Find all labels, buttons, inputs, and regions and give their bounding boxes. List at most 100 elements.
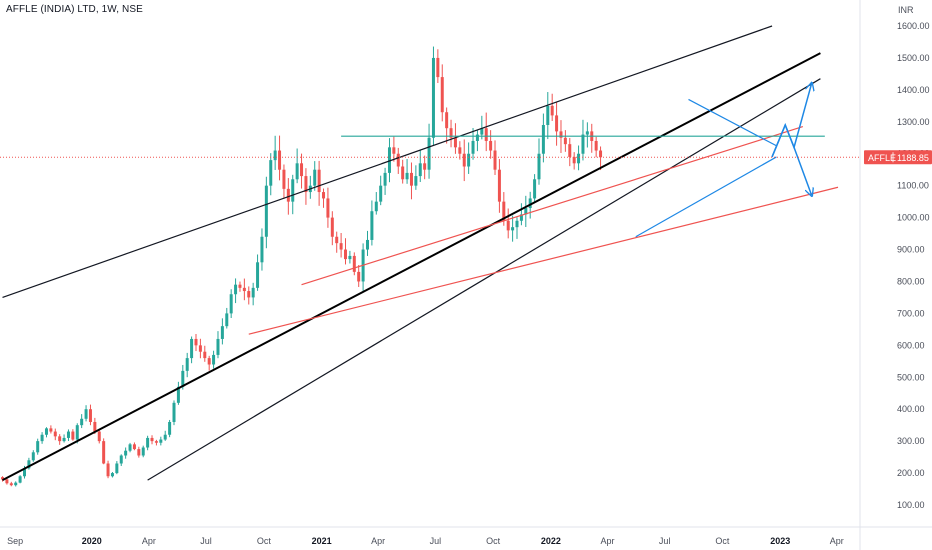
candle-body [502, 201, 506, 221]
candle-body [71, 431, 75, 440]
candle-body [93, 421, 97, 432]
candle-body [225, 313, 229, 327]
candle-body [475, 134, 479, 141]
candle-body [278, 150, 282, 170]
candle-body [427, 137, 431, 170]
candle-body [220, 326, 224, 339]
trend-line-red-support-mid[interactable] [301, 126, 804, 286]
candle-body [260, 236, 264, 263]
candle-body [594, 140, 598, 151]
candle-body [128, 444, 132, 451]
candle-body [533, 179, 537, 199]
candle-body [484, 128, 488, 141]
y-tick-label: 200.00 [897, 468, 925, 478]
x-tick-label: Jul [200, 536, 212, 546]
trend-line-red-support-long[interactable] [248, 186, 839, 335]
candle-body [445, 112, 449, 129]
x-tick-label: Apr [600, 536, 614, 546]
trend-line-wedge-lower[interactable] [635, 156, 777, 238]
candle-body [401, 166, 405, 180]
trend-line-upper-channel[interactable] [2, 25, 773, 298]
currency-label: INR [898, 5, 914, 15]
candle-body [440, 77, 444, 113]
x-tick-label: Oct [715, 536, 730, 546]
last-price-value: 1188.85 [897, 153, 929, 163]
candle-body [471, 140, 475, 154]
candle-body [295, 163, 299, 180]
candle-body [286, 188, 290, 202]
candle-body [190, 338, 194, 359]
candle-body [238, 284, 242, 288]
candle-body [229, 294, 233, 314]
y-tick-label: 1000.00 [897, 213, 930, 223]
candle-body [537, 153, 541, 180]
candle-body [256, 262, 260, 288]
candle-body [203, 351, 207, 359]
candle-body [212, 354, 216, 365]
candle-body [599, 150, 603, 158]
y-tick-label: 600.00 [897, 340, 925, 350]
candle-body [22, 468, 26, 477]
candle-body [313, 169, 317, 186]
candle-body [524, 208, 528, 215]
candle-body [49, 428, 53, 432]
candle-body [493, 150, 497, 170]
candle-body [414, 176, 418, 186]
candle-body [110, 473, 114, 477]
candle-body [546, 105, 550, 125]
last-price-label: AFFLE 1188.85 [864, 150, 932, 165]
candle-body [405, 172, 409, 180]
x-tick-label: Jul [659, 536, 671, 546]
x-tick-label: Apr [371, 536, 385, 546]
candle-body [383, 172, 387, 186]
candle-body [515, 220, 519, 228]
candle-body [541, 124, 545, 154]
candle-body [207, 358, 211, 365]
y-tick-label: 1500.00 [897, 53, 930, 63]
y-tick-label: 300.00 [897, 436, 925, 446]
candle-body [344, 249, 348, 260]
candle-body [216, 338, 220, 355]
candle-body [370, 211, 374, 240]
candle-body [5, 479, 9, 484]
candle-body [581, 134, 585, 154]
candle-body [519, 214, 523, 221]
candle-body [374, 201, 378, 212]
candle-body [449, 128, 453, 138]
candle-body [436, 57, 440, 78]
candle-body [506, 220, 510, 231]
x-tick-label: Oct [257, 536, 272, 546]
projection-bullish-projection[interactable] [771, 83, 812, 158]
candle-body [559, 131, 563, 138]
candle-body [194, 338, 198, 346]
x-tick-label: Apr [830, 536, 844, 546]
candle-body [269, 160, 273, 186]
candle-body [58, 436, 62, 442]
candle-body [335, 236, 339, 244]
candle-body [176, 386, 180, 403]
candle-body [423, 163, 427, 170]
trend-line-wedge-upper[interactable] [688, 98, 777, 147]
candle-body [458, 147, 462, 154]
projection-bearish-projection[interactable] [771, 122, 812, 195]
candle-body [528, 198, 532, 209]
candle-body [132, 444, 136, 450]
x-tick-label: Oct [486, 536, 501, 546]
candle-body [462, 153, 466, 167]
candle-body [115, 463, 119, 474]
trend-line-main-trend[interactable] [2, 52, 821, 481]
candle-body [124, 450, 128, 456]
candle-body [234, 284, 238, 295]
candle-body [88, 409, 92, 422]
candle-body [9, 483, 13, 486]
candle-body [273, 150, 277, 161]
trend-line-lower-channel[interactable] [147, 78, 821, 481]
x-tick-label: 2022 [541, 536, 561, 546]
candle-body [181, 370, 185, 387]
candle-body [396, 153, 400, 167]
x-tick-label: Sep [7, 536, 23, 546]
x-tick-label: Jul [430, 536, 442, 546]
candle-body [97, 431, 101, 442]
